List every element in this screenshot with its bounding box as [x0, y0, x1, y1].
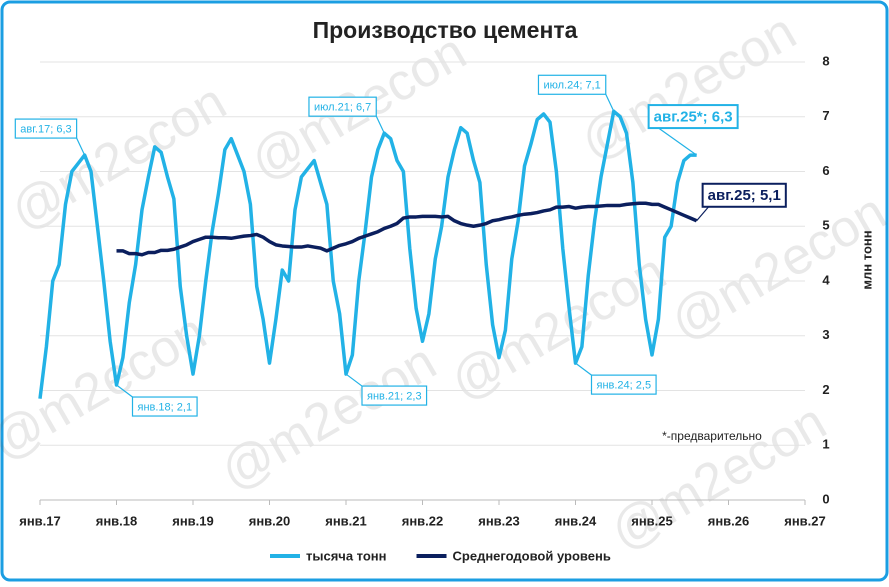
- callout-box: [361, 385, 428, 406]
- callout: авг.25; 5,1: [696, 182, 787, 222]
- data-label: янв.21; 2,3: [367, 390, 422, 402]
- data-label: янв.24; 2,5: [597, 380, 652, 392]
- callout-pointer: [116, 384, 133, 398]
- y-tick-label: 5: [822, 218, 829, 233]
- x-tick-label: янв.25: [631, 513, 673, 528]
- y-tick-label: 1: [822, 437, 829, 452]
- callout-pointer: [345, 373, 363, 387]
- callout: авг.25*; 6,3: [647, 104, 739, 156]
- data-label: авг.25*; 6,3: [654, 109, 733, 126]
- x-tick-label: янв.20: [249, 513, 291, 528]
- series-line: [38, 109, 697, 399]
- legend-label: Среднегодовой уровень: [453, 548, 611, 563]
- callout-pointer: [605, 94, 615, 112]
- x-tick-label: янв.27: [784, 513, 826, 528]
- callout-box: [308, 96, 377, 117]
- callout-box: [14, 118, 78, 139]
- callout-pointer: [375, 115, 385, 134]
- data-label: янв.18; 2,1: [138, 401, 193, 413]
- y-tick-label: 6: [822, 163, 829, 178]
- callout: янв.24; 2,5: [575, 362, 657, 395]
- y-tick-label: 2: [822, 382, 829, 397]
- callout-box: [590, 374, 657, 395]
- callout: янв.18; 2,1: [116, 384, 198, 417]
- callout-box: [537, 74, 607, 95]
- legend-label: тысяча тонн: [306, 548, 387, 563]
- callout: июл.21; 6,7: [308, 96, 385, 134]
- x-tick-label: янв.21: [325, 513, 367, 528]
- x-tick-label: янв.18: [96, 513, 138, 528]
- x-tick-label: янв.24: [555, 513, 597, 528]
- callout: июл.24; 7,1: [537, 74, 615, 112]
- footnote: *-предварительно: [662, 429, 762, 443]
- data-label: авг.17; 6,3: [20, 123, 71, 135]
- series-line: [116, 201, 698, 257]
- y-tick-label: 4: [822, 272, 830, 287]
- callout: янв.21; 2,3: [345, 373, 428, 406]
- callout-pointer: [575, 362, 592, 376]
- callout-box: [701, 182, 787, 208]
- callout-box: [131, 396, 198, 417]
- y-tick-label: 8: [822, 53, 829, 68]
- data-label: июл.21; 6,7: [314, 102, 371, 114]
- data-label: авг.25; 5,1: [708, 187, 781, 204]
- y-tick-label: 7: [822, 108, 829, 123]
- x-tick-label: янв.26: [708, 513, 750, 528]
- y-tick-label: 0: [822, 491, 829, 506]
- y-tick-label: 3: [822, 327, 829, 342]
- y-axis-label: млн тонн: [859, 230, 874, 289]
- callout-pointer: [658, 127, 697, 156]
- x-tick-label: янв.17: [19, 513, 61, 528]
- chart-title: Производство цемента: [313, 17, 578, 43]
- x-tick-label: янв.22: [402, 513, 444, 528]
- callout-box: [647, 104, 739, 130]
- callout-pointer: [76, 137, 86, 156]
- x-tick-label: янв.19: [172, 513, 214, 528]
- callout-pointer: [696, 206, 710, 222]
- callout: авг.17; 6,3: [14, 118, 86, 156]
- data-label: июл.24; 7,1: [543, 80, 600, 92]
- x-tick-label: янв.23: [478, 513, 520, 528]
